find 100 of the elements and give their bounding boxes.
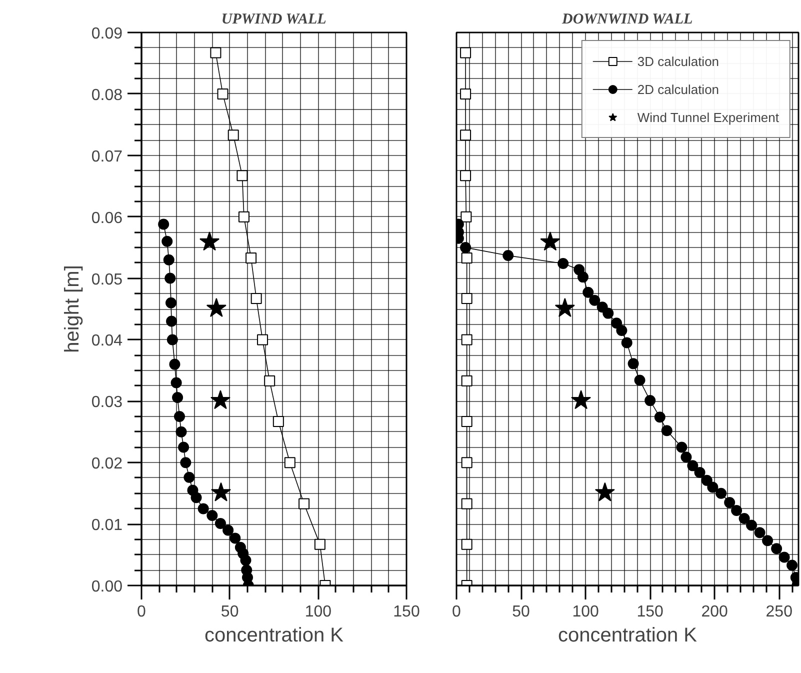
point: [602, 308, 614, 319]
point: [738, 513, 750, 524]
point: [461, 457, 472, 468]
y-tick-label: 0.01: [91, 517, 123, 534]
y-tick-label: 0.05: [91, 271, 123, 288]
point: [172, 392, 184, 403]
point: [187, 484, 198, 496]
point: [170, 377, 182, 388]
point: [716, 488, 727, 499]
point: [272, 416, 284, 427]
point: [628, 358, 639, 370]
x-tick-label: 50: [220, 604, 239, 620]
point: [558, 258, 569, 270]
x-tick-label: 100: [304, 604, 332, 620]
chart-title: DOWNWIND WALL: [561, 12, 693, 28]
point: [461, 252, 472, 264]
point: [214, 518, 226, 529]
point: [206, 298, 226, 317]
x-axis-title: concentration K: [558, 624, 698, 646]
point: [540, 232, 560, 251]
x-tick-label: 200: [701, 604, 728, 620]
x-tick-label: 250: [766, 604, 793, 620]
point: [460, 47, 472, 58]
point: [169, 358, 180, 370]
y-tick-label: 0.07: [91, 148, 123, 166]
point: [460, 242, 472, 254]
point: [460, 130, 472, 141]
point: [206, 510, 218, 521]
point: [771, 543, 782, 554]
point: [778, 552, 790, 563]
point: [166, 334, 178, 346]
point: [158, 218, 170, 230]
point: [228, 130, 239, 141]
point: [724, 497, 736, 508]
point: [786, 560, 798, 571]
point: [200, 232, 220, 251]
point: [461, 334, 472, 346]
point: [661, 425, 672, 436]
y-tick-label: 0.04: [91, 332, 123, 350]
point: [611, 318, 622, 329]
point: [166, 297, 177, 308]
x-tick-label: 150: [636, 604, 664, 620]
point: [166, 316, 178, 327]
y-tick-label: 0.08: [91, 86, 123, 104]
point: [654, 412, 666, 423]
point: [707, 482, 718, 493]
point: [163, 254, 174, 266]
point: [460, 88, 472, 100]
point: [589, 294, 600, 306]
point: [234, 542, 246, 553]
y-tick-label: 0.09: [91, 26, 123, 42]
point: [460, 170, 472, 182]
point: [701, 474, 712, 486]
point: [621, 337, 632, 348]
point: [162, 236, 173, 247]
point: [694, 466, 706, 478]
point: [210, 47, 222, 58]
point: [644, 395, 656, 406]
x-tick-label: 50: [512, 604, 530, 620]
point: [461, 293, 472, 304]
point: [298, 498, 310, 510]
point: [502, 250, 514, 262]
point: [676, 442, 688, 453]
point: [164, 272, 176, 284]
x-tick-label: 100: [572, 604, 600, 620]
point: [210, 482, 232, 502]
x-tick-label: 150: [393, 604, 420, 620]
point: [241, 564, 252, 576]
point: [264, 375, 276, 386]
point: [754, 527, 766, 538]
point: [178, 442, 190, 453]
x-tick-label: 0: [452, 604, 462, 620]
y-tick-label: 0.02: [91, 456, 123, 473]
point: [176, 426, 187, 438]
point: [210, 390, 230, 410]
point: [246, 252, 257, 264]
legend-label: 2D calculation: [637, 82, 720, 96]
point: [594, 482, 615, 502]
point: [762, 535, 774, 546]
point: [230, 532, 241, 544]
point: [198, 503, 209, 514]
point: [314, 538, 326, 550]
legend-label: Wind Tunnel Experiment: [637, 110, 779, 124]
point: [257, 334, 268, 346]
legend-label: 3D calculation: [637, 54, 720, 68]
point: [460, 211, 472, 222]
point: [217, 88, 228, 100]
point: [680, 452, 692, 463]
point: [250, 293, 262, 304]
point: [238, 211, 250, 222]
point: [634, 374, 646, 386]
y-tick-label: 0.00: [91, 578, 123, 596]
point: [554, 298, 575, 317]
x-axis-title: concentration K: [204, 624, 344, 646]
point: [461, 538, 472, 550]
y-axis-title: height [m]: [61, 265, 84, 353]
point: [222, 524, 234, 536]
point: [746, 520, 758, 531]
point: [174, 411, 185, 422]
chart-title: UPWIND WALL: [221, 12, 326, 28]
